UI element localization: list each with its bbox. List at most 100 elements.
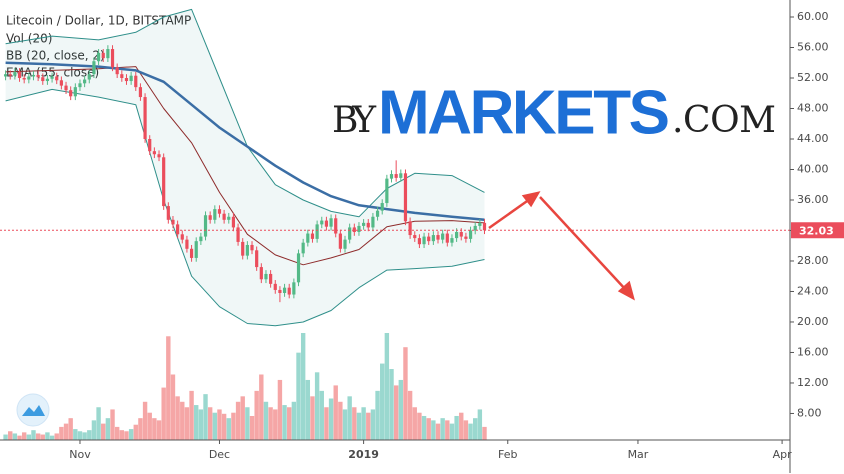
x-tick-label: Nov xyxy=(69,448,91,461)
candle-body xyxy=(259,267,263,280)
volume-bar xyxy=(184,407,190,440)
volume-bar xyxy=(17,435,22,440)
candle-body xyxy=(217,209,222,214)
volume-bar xyxy=(412,407,417,440)
candle-body xyxy=(482,222,487,231)
last-price-label: 32.03 xyxy=(799,224,834,237)
volume-bar xyxy=(403,347,408,440)
volume-bar xyxy=(273,409,278,440)
candle-body xyxy=(236,227,240,242)
candle-body xyxy=(55,76,59,81)
volume-bar xyxy=(263,401,269,440)
candle-body xyxy=(31,74,36,77)
y-tick-label: 40.00 xyxy=(797,162,829,175)
candle-body xyxy=(231,216,236,228)
volume-bar xyxy=(26,434,32,440)
bollinger-lower xyxy=(5,88,485,327)
candle-body xyxy=(459,232,463,237)
volume-bar xyxy=(40,434,45,440)
candle-body xyxy=(352,227,356,233)
candle-body xyxy=(227,216,231,220)
volume-bar xyxy=(347,396,352,440)
volume-bar xyxy=(207,407,213,440)
volume-bar xyxy=(393,385,399,440)
candle-body xyxy=(203,215,208,237)
volume-bar xyxy=(421,415,427,440)
volume-bar xyxy=(310,396,315,440)
volume-bar xyxy=(194,405,199,440)
candle-body xyxy=(427,236,431,242)
last-price-box xyxy=(791,222,844,239)
volume-bar xyxy=(203,394,208,440)
y-tick-label: 44.00 xyxy=(797,132,829,145)
volume-bar xyxy=(54,433,59,440)
candle-body xyxy=(45,78,50,82)
volume-bar xyxy=(8,431,13,440)
volume-bar xyxy=(82,432,87,440)
volume-bar xyxy=(314,372,320,440)
volume-bar xyxy=(324,407,329,440)
volume-bar xyxy=(463,420,469,440)
candle-body xyxy=(357,225,361,233)
candle-body xyxy=(413,235,417,239)
candle-body xyxy=(464,236,468,239)
legend-title: Litecoin / Dollar, 1D, BITSTAMP xyxy=(6,14,191,28)
candle-body xyxy=(171,219,175,225)
volume-bar xyxy=(45,432,50,440)
candle-body xyxy=(176,224,180,235)
volume-bar xyxy=(105,418,111,440)
candle-body xyxy=(450,238,454,243)
volume-bar xyxy=(287,407,292,440)
candle-body xyxy=(83,79,87,84)
candle-body xyxy=(343,239,347,249)
candle-body xyxy=(417,238,422,245)
x-tick-label: Mar xyxy=(628,448,649,461)
volume-bar xyxy=(259,374,264,440)
candle-body xyxy=(208,215,212,220)
volume-bar xyxy=(226,418,231,440)
candle-body xyxy=(422,236,426,245)
candle-body xyxy=(329,218,333,227)
volume-bar xyxy=(389,369,394,440)
candle-body xyxy=(385,178,389,204)
candle-body xyxy=(338,233,342,249)
candle-body xyxy=(17,71,22,78)
candle-body xyxy=(138,87,143,98)
volume-bar xyxy=(63,423,69,440)
candle-body xyxy=(473,225,477,231)
volume-bar xyxy=(426,418,431,440)
candle-body xyxy=(455,232,459,239)
logo-circle xyxy=(16,393,50,427)
volume-bar xyxy=(161,387,166,440)
legend-entry: BB (20, close, 2) xyxy=(6,49,105,63)
volume-bar xyxy=(328,398,334,440)
candle-body xyxy=(478,222,482,226)
candle-body xyxy=(185,239,189,249)
candle-body xyxy=(8,74,12,76)
candle-body xyxy=(22,77,26,80)
logo xyxy=(16,393,50,427)
candle-body xyxy=(124,77,129,82)
candle-body xyxy=(69,90,73,97)
y-tick-label: 36.00 xyxy=(797,193,829,206)
volume-bar xyxy=(133,424,138,440)
candle-body xyxy=(106,49,110,59)
candle-body xyxy=(273,283,277,290)
candle-body xyxy=(13,71,17,76)
volume-bar xyxy=(166,336,171,440)
volume-bar xyxy=(245,407,250,440)
candle-body xyxy=(157,154,161,158)
volume-bar xyxy=(35,433,41,440)
volume-bar xyxy=(180,401,185,440)
volume-bar xyxy=(147,412,152,440)
volume-bar xyxy=(87,430,92,440)
candle-body xyxy=(213,209,217,220)
volume-bar xyxy=(49,435,55,440)
y-tick-label: 60.00 xyxy=(797,10,829,23)
watermark-markets: MARKETS xyxy=(378,78,670,147)
candle-body xyxy=(296,253,301,283)
volume-bar xyxy=(59,426,64,440)
volume-bar xyxy=(77,431,83,440)
volume-bar xyxy=(152,418,157,440)
